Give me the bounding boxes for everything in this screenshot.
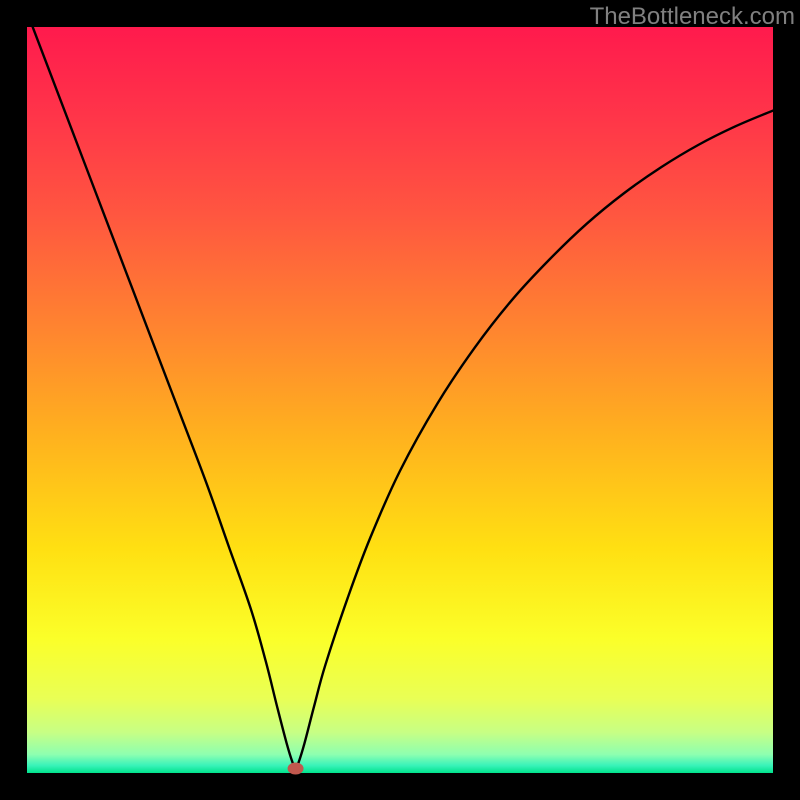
plot-background <box>27 27 773 773</box>
watermark-text: TheBottleneck.com <box>590 3 795 31</box>
bottleneck-chart <box>0 0 800 800</box>
optimum-marker <box>288 763 304 775</box>
